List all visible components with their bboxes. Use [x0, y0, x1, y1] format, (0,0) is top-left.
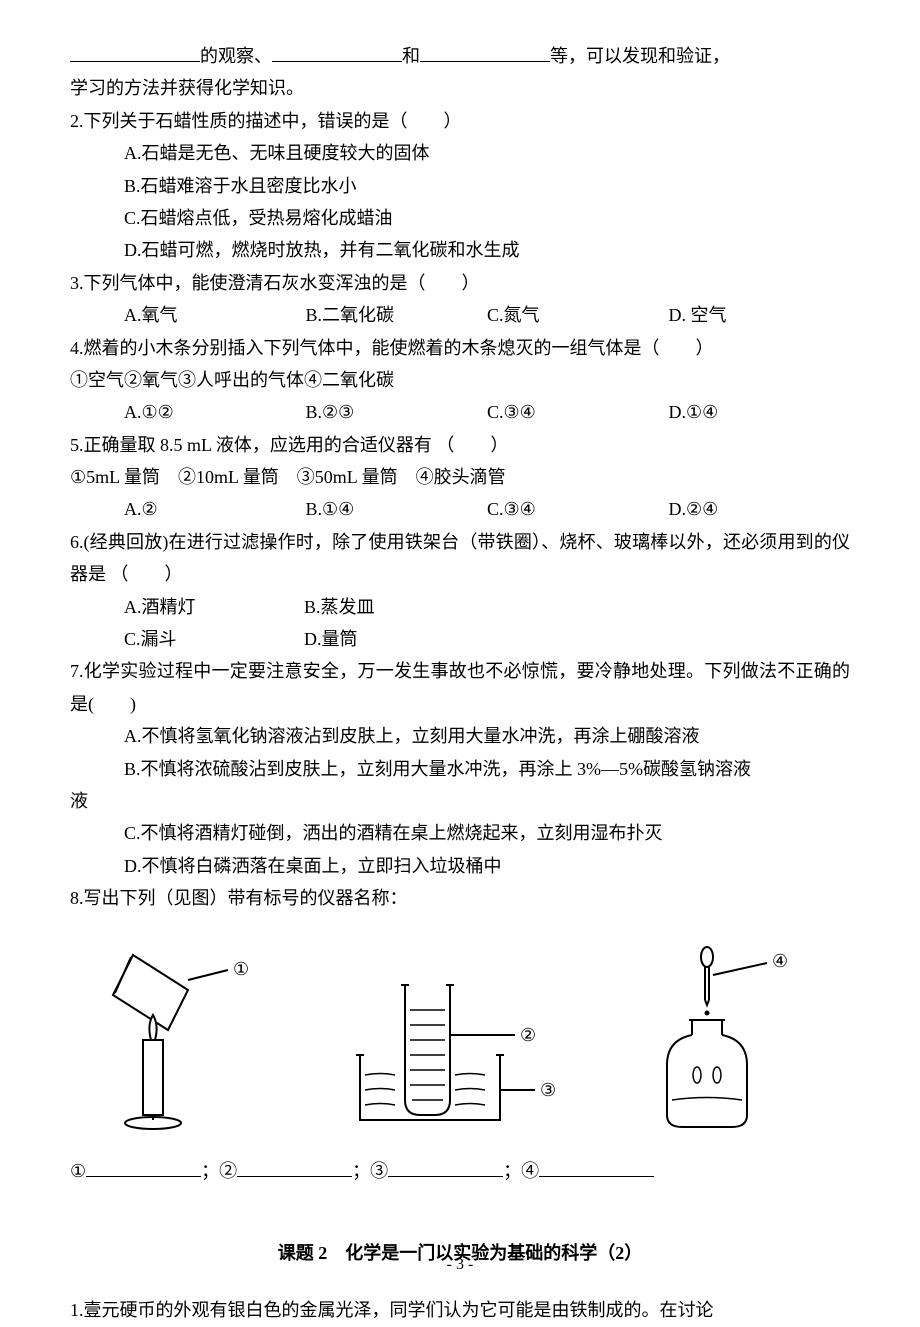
q8-answers: ① ；② ；③ ；④: [70, 1155, 850, 1187]
q4-optA: A.①②: [124, 396, 306, 428]
diagram-candle: ①: [103, 945, 273, 1135]
q5-optB: B.①④: [306, 493, 488, 525]
q5-sub: ①5mL 量筒 ②10mL 量筒 ③50mL 量筒 ④胶头滴管: [70, 461, 850, 493]
line1b: 学习的方法并获得化学知识。: [70, 72, 850, 104]
ans-blank-1: [86, 1155, 201, 1177]
q8-stem: 8.写出下列（见图）带有标号的仪器名称：: [70, 882, 850, 914]
q4-options: A.①② B.②③ C.③④ D.①④: [70, 396, 850, 428]
q-next-stem: 1.壹元硬币的外观有银白色的金属光泽，同学们认为它可能是由铁制成的。在讨论: [70, 1294, 850, 1326]
q6-optD: D.量筒: [304, 623, 850, 655]
q4-optC: C.③④: [487, 396, 669, 428]
q6-stem: 6.(经典回放)在进行过滤操作时，除了使用铁架台（带铁圈）、烧杯、玻璃棒以外，还…: [70, 526, 850, 591]
ans-prefix-1: ①: [70, 1161, 86, 1181]
text: 等，可以发现和验证，: [550, 46, 730, 66]
blank-3: [420, 40, 550, 62]
q7-stem: 7.化学实验过程中一定要注意安全，万一发生事故也不必惊慌，要冷静地处理。下列做法…: [70, 655, 850, 720]
q7-optB-cont: 液: [70, 785, 850, 817]
q5-optA: A.②: [124, 493, 306, 525]
q2-optB: B.石蜡难溶于水且密度比水小: [70, 170, 850, 202]
text: 和: [402, 46, 420, 66]
q3-optC: C.氮气: [487, 299, 669, 331]
q2-optA: A.石蜡是无色、无味且硬度较大的固体: [70, 137, 850, 169]
q4-optB: B.②③: [306, 396, 488, 428]
q3-stem: 3.下列气体中，能使澄清石灰水变浑浊的是（ ）: [70, 267, 850, 299]
page-content: 的观察、 和 等，可以发现和验证， 学习的方法并获得化学知识。 2.下列关于石蜡性质…: [70, 40, 850, 1327]
ans-prefix-4: ；④: [503, 1161, 539, 1181]
q4-sub: ①空气②氧气③人呼出的气体④二氧化碳: [70, 364, 850, 396]
q5-optC: C.③④: [487, 493, 669, 525]
q2-optD: D.石蜡可燃，燃烧时放热，并有二氧化碳和水生成: [70, 234, 850, 266]
q6-optB: B.蒸发皿: [304, 591, 850, 623]
q4-stem: 4.燃着的小木条分别插入下列气体中，能使燃着的木条熄灭的一组气体是（ ）: [70, 332, 850, 364]
q7-optC: C.不慎将酒精灯碰倒，洒出的酒精在桌上燃烧起来，立刻用湿布扑灭: [70, 817, 850, 849]
label-3: ③: [540, 1080, 556, 1100]
diagram-beaker: ② ③: [340, 975, 580, 1135]
q5-optD: D.②④: [669, 493, 851, 525]
q3-optA: A.氧气: [124, 299, 306, 331]
line1: 的观察、 和 等，可以发现和验证，: [70, 40, 850, 72]
ans-blank-3: [388, 1155, 503, 1177]
q6-options-row1: A.酒精灯 B.蒸发皿: [70, 591, 850, 623]
blank-1: [70, 40, 200, 62]
ans-blank-4: [539, 1155, 654, 1177]
q3-optB: B.二氧化碳: [306, 299, 488, 331]
ans-prefix-3: ；③: [352, 1161, 388, 1181]
ans-prefix-2: ；②: [201, 1161, 237, 1181]
diagram-container: ①: [70, 935, 850, 1135]
q4-optD: D.①④: [669, 396, 851, 428]
q3-optD: D. 空气: [669, 299, 851, 331]
ans-blank-2: [237, 1155, 352, 1177]
q6-optA: A.酒精灯: [124, 591, 304, 623]
q2-optC: C.石蜡熔点低，受热易熔化成蜡油: [70, 202, 850, 234]
label-4: ④: [772, 951, 788, 971]
q3-options: A.氧气 B.二氧化碳 C.氮气 D. 空气: [70, 299, 850, 331]
q7-optA: A.不慎将氢氧化钠溶液沾到皮肤上，立刻用大量水冲洗，再涂上硼酸溶液: [70, 720, 850, 752]
page-number: - 3 -: [0, 1251, 920, 1280]
label-2: ②: [520, 1025, 536, 1045]
q7-optB: B.不慎将浓硫酸沾到皮肤上，立刻用大量水冲洗，再涂上 3%—5%碳酸氢钠溶液: [70, 753, 850, 785]
text: 的观察、: [200, 46, 272, 66]
diagram-bottle: ④: [647, 945, 817, 1135]
q6-options-row2: C.漏斗 D.量筒: [70, 623, 850, 655]
q2-stem: 2.下列关于石蜡性质的描述中，错误的是（ ）: [70, 105, 850, 137]
q6-optC: C.漏斗: [124, 623, 304, 655]
q5-options: A.② B.①④ C.③④ D.②④: [70, 493, 850, 525]
q7-optD: D.不慎将白磷洒落在桌面上，立即扫入垃圾桶中: [70, 850, 850, 882]
label-1: ①: [233, 959, 249, 979]
blank-2: [272, 40, 402, 62]
q5-stem: 5.正确量取 8.5 mL 液体，应选用的合适仪器有 （ ）: [70, 429, 850, 461]
